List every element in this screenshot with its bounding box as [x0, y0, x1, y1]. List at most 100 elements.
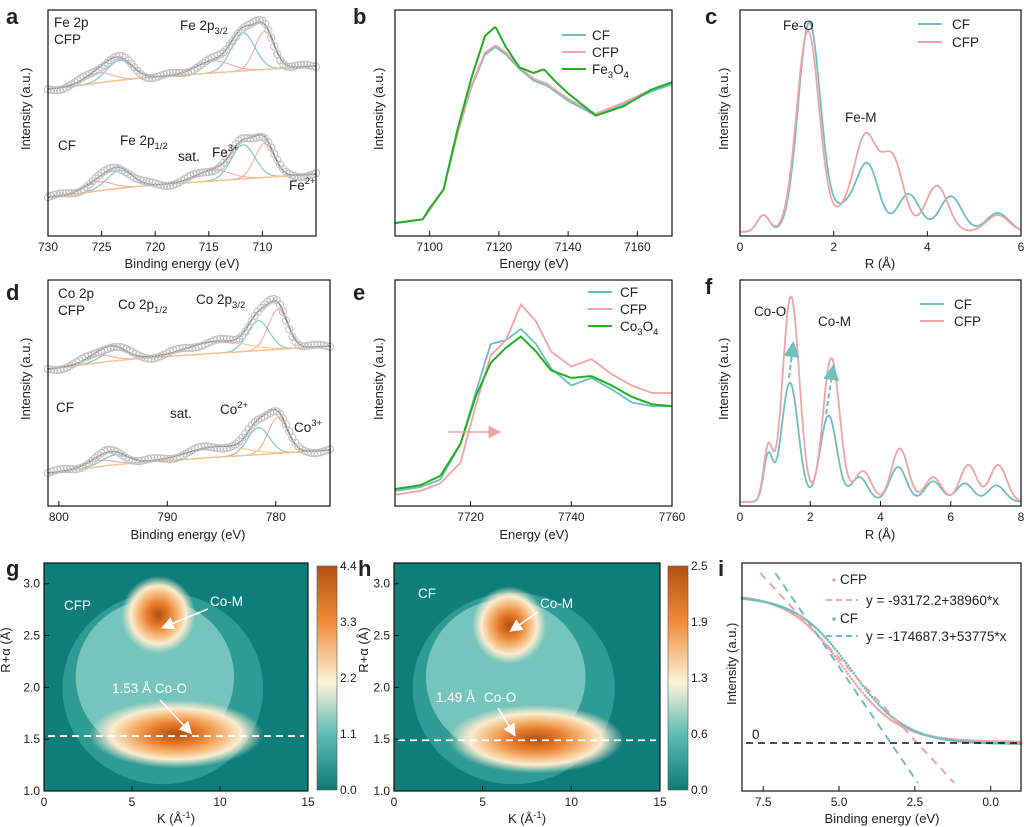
panel-a-plot-xtick-label: 725	[92, 240, 112, 254]
panel-a-plot-data-point	[192, 169, 201, 178]
panel-a-plot-data-point	[157, 181, 166, 190]
panel-e-ylabel: Intensity (a.u.)	[371, 338, 386, 420]
legend-label-cfp: CFP	[952, 35, 979, 50]
panel-d-plot-data-point	[316, 340, 325, 349]
panel-i-data-point	[885, 715, 889, 719]
panel-a-plot-data-point	[70, 189, 79, 198]
panel-i-data-point	[833, 647, 837, 650]
panel-a-plot-data-point	[109, 163, 118, 172]
panel-i-data-point	[954, 739, 958, 743]
panel-a-plot-data-point	[136, 175, 145, 185]
panel-h-colorbar	[667, 565, 689, 791]
panel-a-plot-data-point	[252, 133, 261, 142]
panel-i-data-point	[803, 617, 807, 621]
panel-label-b: b	[353, 4, 366, 29]
panel-d-plot-data-point	[169, 346, 178, 355]
panel-i-data-point	[869, 693, 872, 697]
panel-e-plot-xtick-label: 7760	[659, 510, 686, 524]
panel-d-plot-data-point	[313, 448, 322, 457]
panel-f-plot-series-CFP	[740, 295, 1022, 503]
panel-d-plot-data-point	[307, 341, 316, 350]
panel-a-plot-data-point	[288, 62, 297, 71]
panel-a-plot-component-0-s0	[47, 30, 317, 90]
panel-d-plot-data-point	[285, 325, 294, 334]
panel-i-data-point	[995, 742, 999, 745]
panel-a-plot-data-point	[297, 173, 306, 182]
panel-d-plot-data-point	[128, 456, 137, 465]
panel-c-plot-xtick-label: 2	[830, 240, 837, 254]
panel-a-plot-component-1-s0	[47, 32, 317, 90]
panel-d-plot-data-point	[147, 354, 156, 363]
panel-e-plot-xtick-label: 7720	[457, 510, 484, 524]
legend-label-cf: CF	[620, 285, 638, 300]
panel-a-plot-data-point	[303, 60, 312, 70]
panel-a-plot-data-point	[166, 69, 175, 78]
panel-f-com-label: Co-M	[818, 314, 851, 329]
panel-c-fem-label: Fe-M	[845, 110, 877, 125]
panel-d-plot-data-point	[172, 345, 181, 354]
panel-c-legend: CF CFP	[918, 17, 979, 50]
panel-d-plot-data-point	[300, 342, 309, 351]
panel-d-plot-data-point	[225, 335, 234, 344]
panel-b-plot-xtick-label: 7140	[555, 240, 582, 254]
panel-label-a: a	[6, 4, 19, 29]
legend-label-cf: CF	[592, 28, 610, 43]
panel-d-plot-data-point	[210, 443, 219, 452]
panel-g: g 0 5 10 151.01.52.02.53.0 4.4 3.3 2.2 1.1 …	[0, 556, 357, 826]
panel-a-fe2p32-label: Fe 2p3/2	[180, 18, 228, 37]
panel-label-c: c	[705, 4, 717, 29]
panel-a-plot-data-point	[237, 134, 246, 143]
panel-i-data-point	[889, 718, 893, 721]
panel-h-com-label: Co-M	[540, 596, 573, 611]
panel-a-plot-data-point	[142, 73, 151, 82]
panel-i-data-point	[833, 655, 837, 658]
panel-i-data-point	[796, 616, 800, 619]
panel-d-plot-data-point	[197, 442, 206, 451]
panel-d-plot-data-point	[106, 343, 115, 352]
panel-a-plot-data-point	[270, 42, 279, 51]
panel-i-frame	[741, 562, 1022, 792]
panel-i-data-point	[794, 614, 798, 618]
panel-i-data-point	[982, 741, 986, 745]
panel-f: f 0 2 4 6 8 Co-O Co-M CF CFP Intensity (a.u.…	[705, 274, 1025, 542]
panel-d-cf-label: CF	[56, 400, 74, 415]
panel-a-plot-data-point	[106, 164, 115, 173]
panel-a-xlabel: Binding energy (eV)	[125, 256, 240, 271]
panel-d-plot-data-point	[62, 465, 71, 474]
panel-d-plot-data-point	[219, 444, 228, 453]
panel-i-xtick-label: 2.5	[907, 795, 924, 809]
panel-a-plot-data-point	[294, 172, 303, 181]
panel-a-plot-data-point	[160, 181, 169, 190]
legend-label-fe3o4: Fe3O4	[592, 62, 629, 81]
panel-a-plot-data-point	[103, 58, 112, 67]
panel-i-xtick-label: 5.0	[831, 795, 848, 809]
panel-i-data-point	[828, 640, 831, 644]
panel-d-plot-data-point	[278, 414, 288, 423]
panel-g-plot-ytick-label: 1.0	[23, 784, 40, 798]
panel-i-data-point	[952, 739, 956, 742]
panel-h-coo-name-label: Co-O	[484, 690, 516, 705]
panel-i-data-point	[1004, 740, 1008, 743]
panel-a-plot-data-point	[228, 37, 237, 46]
panel-d-plot-data-point	[153, 454, 162, 463]
panel-d-plot-data-point	[131, 457, 140, 466]
panel-a-plot-data-point	[240, 134, 249, 143]
panel-h-cbar-tick: 2.5	[691, 559, 708, 573]
panel-a-plot-xtick-label: 730	[38, 240, 58, 254]
panel-i-data-point	[949, 738, 952, 742]
panel-i-data-point	[813, 625, 816, 628]
panel-a-plot-data-point	[195, 61, 204, 70]
panel-h-cbar-tick: 1.9	[691, 615, 708, 629]
panel-h-plot-blob	[448, 704, 624, 774]
panel-i-data-point	[883, 714, 887, 717]
panel-g-cbar-tick: 1.1	[340, 727, 357, 741]
panel-i-data-point	[867, 698, 870, 701]
panel-a-plot-data-point	[228, 144, 237, 153]
panel-a-plot-data-point	[166, 181, 175, 190]
panel-a-plot-data-point	[85, 180, 94, 189]
panel-g-plot: 0 5 10 15 1.0 1.5 2.0 2.5 3.0	[23, 563, 315, 809]
panel-d-plot-data-point	[304, 341, 313, 350]
panel-d-plot-data-point	[216, 334, 225, 344]
panel-d-plot-data-point	[50, 365, 59, 374]
panel-a-fe3-label: Fe3+	[212, 143, 239, 160]
